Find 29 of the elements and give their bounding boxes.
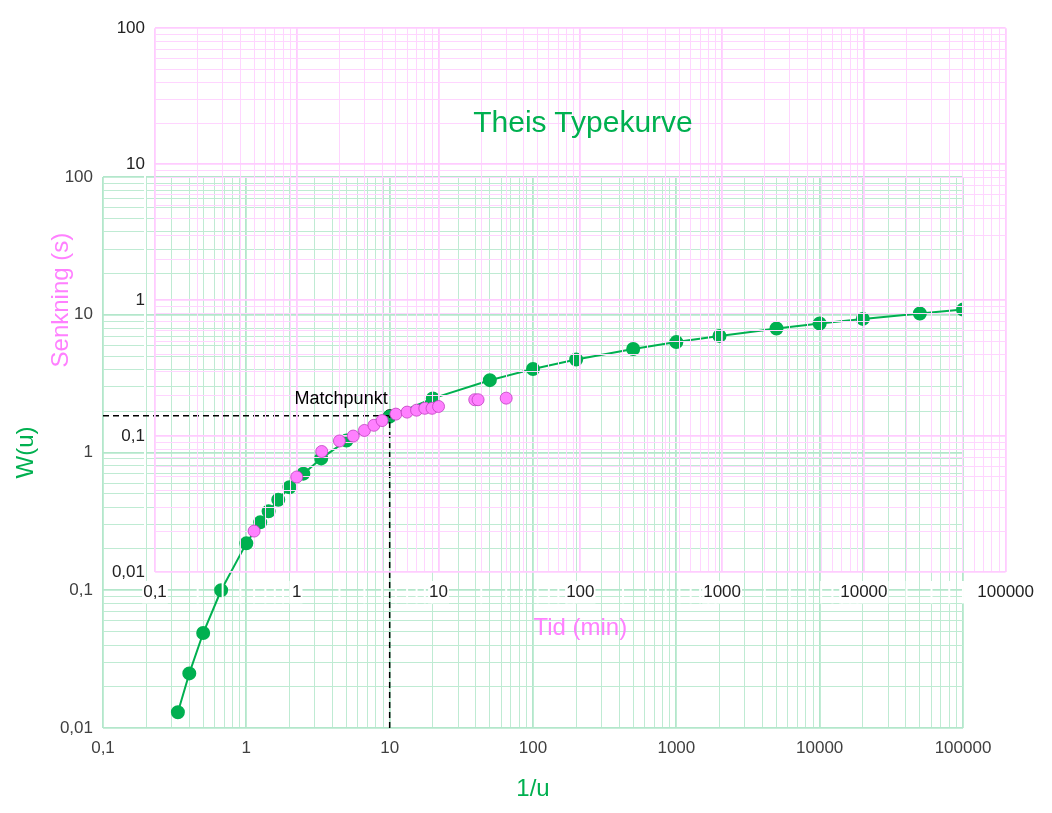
x-tick-label: 1000	[657, 737, 696, 757]
y-tick-label: 0,01	[59, 717, 93, 737]
x-axis-title: Tid (min)	[533, 613, 628, 641]
x-tick-label: 10	[429, 581, 449, 601]
x-tick-label: 100000	[977, 581, 1034, 601]
y-tick-label: 100	[64, 166, 93, 186]
x-tick-label: 10000	[840, 581, 888, 601]
x-tick-label: 10	[380, 737, 400, 757]
x-tick-label: 100	[566, 581, 595, 601]
y-tick-label: 1	[83, 442, 93, 462]
y-tick-label: 100	[116, 17, 145, 37]
x-tick-label: 10000	[796, 737, 844, 757]
chart-title: Theis Typekurve	[473, 105, 693, 139]
x-tick-label: 0,1	[143, 581, 167, 601]
x-tick-label: 100	[518, 737, 548, 757]
x-axis-title: 1/u	[516, 774, 550, 802]
x-tick-label: 0,1	[91, 737, 115, 757]
x-tick-label: 100000	[934, 737, 992, 757]
y-tick-label: 0,01	[111, 561, 145, 581]
y-tick-label: 10	[126, 153, 145, 173]
y-axis-title: Senkning (s)	[46, 232, 74, 368]
y-tick-label: 1	[135, 289, 145, 309]
y-tick-label: 0,1	[121, 425, 145, 445]
x-tick-label: 1000	[703, 581, 741, 601]
y-axis-title: W(u)	[11, 426, 39, 479]
annotation: Matchpunkt	[294, 387, 388, 408]
x-tick-label: 1	[292, 581, 302, 601]
y-tick-label: 10	[74, 304, 93, 324]
x-tick-label: 1	[241, 737, 252, 757]
